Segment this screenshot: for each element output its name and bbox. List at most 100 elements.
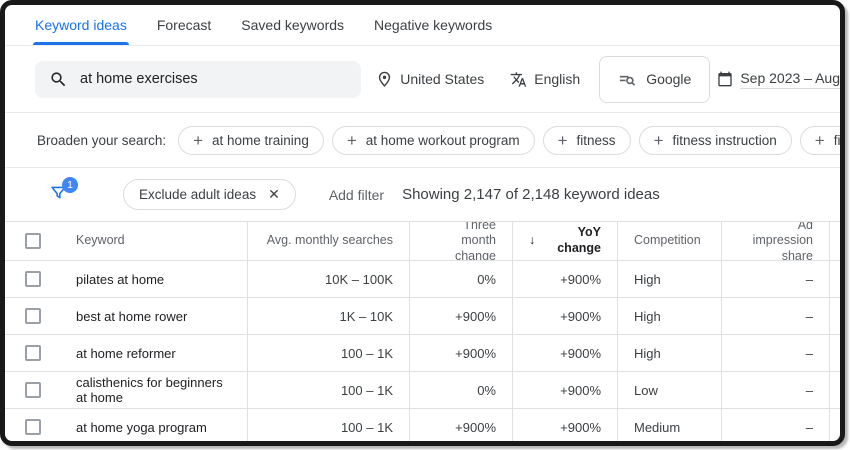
tab-keyword-ideas[interactable]: Keyword ideas — [33, 5, 129, 45]
header-cell-three-month-change[interactable]: Three month change — [409, 222, 512, 260]
plus-icon: + — [557, 130, 568, 150]
search-input[interactable] — [80, 71, 348, 87]
exclude-adult-ideas-chip[interactable]: Exclude adult ideas ✕ — [123, 179, 296, 210]
network-selector[interactable]: Google — [599, 55, 711, 103]
overflow-cell — [829, 261, 840, 297]
three-month-change-cell: 0% — [409, 372, 512, 408]
yoy-change-cell: +900% — [512, 409, 617, 441]
table-row[interactable]: pilates at home 10K – 100K 0% +900% High… — [5, 261, 840, 298]
keyword-cell: at home reformer — [76, 345, 176, 361]
header-cell-overflow — [829, 222, 840, 260]
broaden-chip[interactable]: + at home workout program — [331, 125, 535, 155]
avg-searches-cell: 1K – 10K — [247, 298, 409, 334]
ad-impression-share-cell: – — [721, 261, 829, 297]
header-cell-keyword[interactable]: Keyword — [76, 233, 125, 248]
overflow-cell — [829, 372, 840, 408]
competition-cell: Low — [617, 372, 721, 408]
yoy-change-cell: +900% — [512, 261, 617, 297]
tab-negative-keywords[interactable]: Negative keywords — [374, 17, 493, 33]
row-checkbox[interactable] — [24, 271, 41, 287]
exclude-chip-label: Exclude adult ideas — [139, 187, 257, 202]
header-cell-avg-monthly-searches[interactable]: Avg. monthly searches — [247, 222, 409, 260]
three-month-change-cell: 0% — [409, 261, 512, 297]
keyword-search-box[interactable] — [35, 60, 362, 98]
header-cell-yoy-change[interactable]: ↓ YoY change — [512, 222, 617, 260]
row-checkbox[interactable] — [24, 345, 41, 361]
filter-bar: 1 Exclude adult ideas ✕ Add filter Showi… — [5, 168, 840, 221]
add-filter-button[interactable]: Add filter — [328, 186, 385, 203]
competition-cell: High — [617, 261, 721, 297]
keyword-cell: pilates at home — [76, 271, 165, 287]
header-cell-competition[interactable]: Competition — [617, 222, 721, 260]
competition-cell: High — [617, 298, 721, 334]
ad-impression-share-cell: – — [721, 372, 829, 408]
keyword-cell: calisthenics for beginners at home — [76, 375, 223, 405]
location-label: United States — [400, 71, 485, 87]
filter-funnel-button[interactable]: 1 — [49, 176, 78, 207]
search-settings-row: United States English Google Sep 2023 – … — [5, 46, 840, 113]
close-icon[interactable]: ✕ — [268, 186, 280, 202]
plus-icon: + — [193, 130, 204, 150]
plus-icon: + — [346, 130, 357, 150]
chip-label: fitness instruction — [672, 132, 777, 148]
broaden-chip[interactable]: + fitness classes — [799, 125, 845, 155]
location-pin-icon — [376, 71, 393, 88]
search-icon — [49, 70, 68, 89]
overflow-cell — [829, 335, 840, 371]
plus-icon: + — [814, 130, 825, 150]
row-checkbox[interactable] — [24, 308, 41, 324]
keyword-cell: best at home rower — [76, 308, 188, 324]
location-selector[interactable]: United States — [376, 71, 484, 88]
three-month-change-cell: +900% — [409, 335, 512, 371]
tab-forecast[interactable]: Forecast — [156, 17, 212, 33]
tab-saved-keywords[interactable]: Saved keywords — [241, 17, 345, 33]
avg-searches-cell: 100 – 1K — [247, 335, 409, 371]
row-checkbox[interactable] — [24, 382, 41, 398]
competition-cell: High — [617, 335, 721, 371]
avg-searches-cell: 100 – 1K — [247, 409, 409, 441]
overflow-cell — [829, 298, 840, 334]
broaden-chip[interactable]: + at home training — [178, 125, 324, 155]
language-selector[interactable]: English — [510, 71, 580, 88]
showing-count-text: Showing 2,147 of 2,148 keyword ideas — [402, 186, 660, 203]
ad-impression-share-cell: – — [721, 335, 829, 371]
table-row[interactable]: calisthenics for beginners at home 100 –… — [5, 372, 840, 409]
yoy-change-cell: +900% — [512, 335, 617, 371]
table-header-row: Keyword Avg. monthly searches Three mont… — [5, 221, 840, 261]
broaden-chip[interactable]: + fitness instruction — [638, 125, 792, 155]
row-checkbox[interactable] — [24, 419, 41, 435]
search-network-icon — [618, 70, 637, 89]
keyword-ideas-table: Keyword Avg. monthly searches Three mont… — [5, 221, 840, 441]
three-month-change-cell: +900% — [409, 298, 512, 334]
select-all-checkbox[interactable] — [24, 233, 41, 249]
broaden-search-row: Broaden your search: + at home training +… — [5, 113, 840, 168]
three-month-change-cell: +900% — [409, 409, 512, 441]
header-cell-ad-impression-share[interactable]: Ad impression share — [721, 222, 829, 260]
chip-label: at home workout program — [365, 132, 520, 148]
broaden-label: Broaden your search: — [37, 132, 167, 148]
keyword-cell: at home yoga program — [76, 419, 207, 435]
translate-icon — [510, 71, 527, 88]
competition-cell: Medium — [617, 409, 721, 441]
ad-impression-share-cell: – — [721, 298, 829, 334]
chip-label: fitness classes — [833, 132, 845, 148]
avg-searches-cell: 10K – 100K — [247, 261, 409, 297]
plus-icon: + — [653, 130, 664, 150]
chip-label: at home training — [212, 132, 309, 148]
language-label: English — [534, 71, 581, 87]
broaden-chip[interactable]: + fitness — [542, 125, 631, 155]
ad-impression-share-cell: – — [721, 409, 829, 441]
table-row[interactable]: best at home rower 1K – 10K +900% +900% … — [5, 298, 840, 335]
tab-bar: Keyword ideas Forecast Saved keywords Ne… — [5, 5, 840, 46]
date-range-selector[interactable]: Sep 2023 – Aug — [717, 70, 840, 89]
calendar-icon — [717, 71, 733, 87]
chip-label: fitness — [576, 132, 616, 148]
avg-searches-cell: 100 – 1K — [247, 372, 409, 408]
yoy-change-cell: +900% — [512, 372, 617, 408]
table-row[interactable]: at home reformer 100 – 1K +900% +900% Hi… — [5, 335, 840, 372]
network-label: Google — [646, 71, 692, 87]
filter-count-badge: 1 — [62, 176, 78, 193]
table-row[interactable]: at home yoga program 100 – 1K +900% +900… — [5, 409, 840, 441]
date-range-label: Sep 2023 – Aug — [740, 70, 840, 89]
